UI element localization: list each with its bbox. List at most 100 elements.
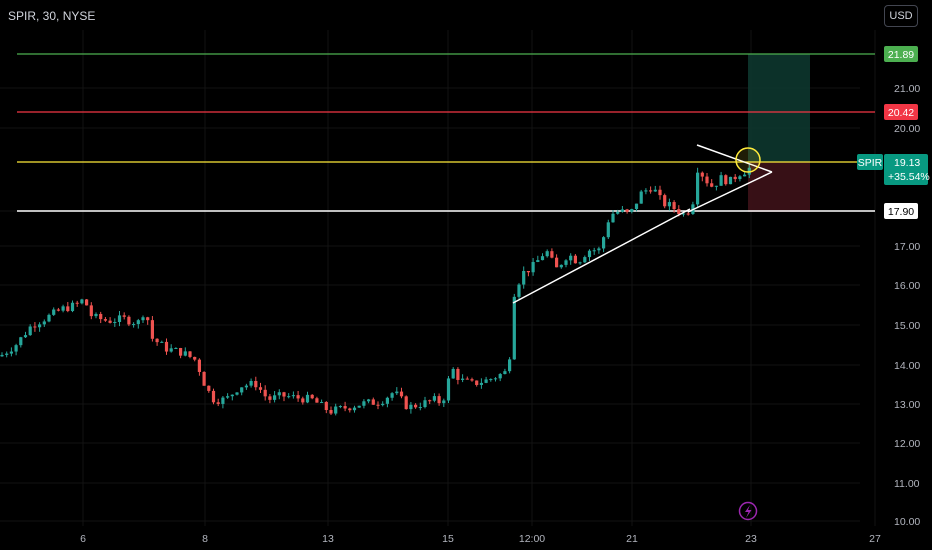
candle-body xyxy=(179,348,183,356)
candle-body xyxy=(188,351,192,357)
candle-body xyxy=(305,394,310,403)
last-price-value: 19.13 xyxy=(894,157,920,169)
y-tick-label: 16.00 xyxy=(894,280,920,292)
candle-body xyxy=(80,299,84,304)
last-price-symbol-tag xyxy=(857,154,883,170)
candle-body xyxy=(75,302,79,304)
candle-body xyxy=(235,392,239,395)
candle-body xyxy=(503,371,507,375)
candle-body xyxy=(291,395,295,397)
candle-body xyxy=(174,348,178,350)
candle-body xyxy=(442,400,446,404)
candle-body xyxy=(183,351,187,356)
candle-body xyxy=(376,404,380,406)
candle-body xyxy=(569,255,573,261)
candle-body xyxy=(258,387,263,390)
triangle-upper-trendline[interactable] xyxy=(696,144,773,173)
candle-body xyxy=(23,335,28,338)
candle-body xyxy=(193,356,197,360)
price-tags: 21.89 20.42 17.90 SPIR 19.13 +35.54% xyxy=(857,46,930,219)
candle-body xyxy=(38,324,42,328)
currency-button[interactable]: USD xyxy=(884,5,918,27)
candle-body xyxy=(136,320,140,325)
candle-body xyxy=(221,397,225,404)
candle-body xyxy=(324,401,328,411)
time-axis[interactable]: 6 8 13 15 12:00 21 23 27 xyxy=(80,533,881,545)
candle-body xyxy=(108,320,112,323)
price-axis[interactable]: 21.00 20.00 17.00 16.00 15.00 14.00 13.00 12.00… xyxy=(894,83,920,528)
candle-body xyxy=(545,251,549,257)
candle-body xyxy=(141,317,145,321)
ascending-trendline[interactable] xyxy=(512,208,691,304)
candle-body xyxy=(733,176,737,180)
candle-body xyxy=(489,379,493,381)
candle-body xyxy=(211,390,216,403)
breakout-highlight-circle[interactable] xyxy=(735,147,761,173)
x-tick-label: 12:00 xyxy=(519,533,545,545)
candle-body xyxy=(573,255,577,264)
candle-body xyxy=(470,379,474,381)
candle-body xyxy=(244,385,248,388)
triangle-pattern[interactable] xyxy=(512,144,773,304)
level-tag xyxy=(884,104,918,120)
candle-body xyxy=(381,403,385,406)
x-tick-label: 21 xyxy=(626,533,638,545)
candle-body xyxy=(578,262,582,264)
candle-body xyxy=(498,374,502,379)
candle-body xyxy=(606,222,610,238)
candle-body xyxy=(555,257,559,268)
triangle-lower-trendline[interactable] xyxy=(687,171,773,213)
candle-body xyxy=(451,368,455,379)
candle-body xyxy=(625,209,629,212)
candle-body xyxy=(465,378,469,380)
y-tick-label: 17.00 xyxy=(894,241,920,253)
chart-grid xyxy=(0,30,876,526)
candle-body xyxy=(710,183,714,187)
candle-body xyxy=(681,213,686,215)
x-tick-label: 8 xyxy=(202,533,208,545)
candle-body xyxy=(743,174,747,177)
horizontal-levels xyxy=(17,53,875,212)
candle-body xyxy=(517,284,521,297)
candle-body xyxy=(47,314,51,322)
candle-body xyxy=(226,396,230,398)
candle-body xyxy=(169,348,173,352)
candle-body xyxy=(334,406,338,414)
candle-body xyxy=(0,354,4,357)
candle-body xyxy=(508,359,512,372)
candle-body xyxy=(329,410,333,414)
y-tick-label: 21.00 xyxy=(894,83,920,95)
candle-body xyxy=(649,190,653,192)
candle-body xyxy=(724,175,728,185)
candle-body xyxy=(296,395,300,399)
candle-body xyxy=(19,337,23,346)
level-tag-label: 20.42 xyxy=(888,107,914,119)
candle-body xyxy=(230,394,234,397)
candle-body xyxy=(113,322,117,324)
candle-body xyxy=(602,237,606,249)
candle-body xyxy=(667,202,671,207)
candle-body xyxy=(630,209,634,212)
candle-body xyxy=(33,326,37,328)
candle-body xyxy=(719,175,723,186)
candles xyxy=(0,164,751,416)
candle-body xyxy=(493,378,498,380)
candle-body xyxy=(320,401,324,403)
candle-body xyxy=(338,406,342,408)
candle-body xyxy=(66,306,70,312)
x-tick-label: 15 xyxy=(442,533,454,545)
candle-body xyxy=(85,299,89,306)
candle-body xyxy=(216,402,220,404)
candle-body xyxy=(512,296,516,360)
candle-body xyxy=(127,316,131,325)
lightning-bolt-icon[interactable] xyxy=(738,501,758,521)
candle-body xyxy=(202,371,206,386)
candle-body xyxy=(254,380,258,388)
candle-body xyxy=(475,380,479,385)
target-zone xyxy=(748,54,810,162)
candle-body xyxy=(150,320,154,339)
candle-body xyxy=(663,195,667,207)
candle-body xyxy=(99,313,103,320)
candle-body xyxy=(587,250,592,258)
